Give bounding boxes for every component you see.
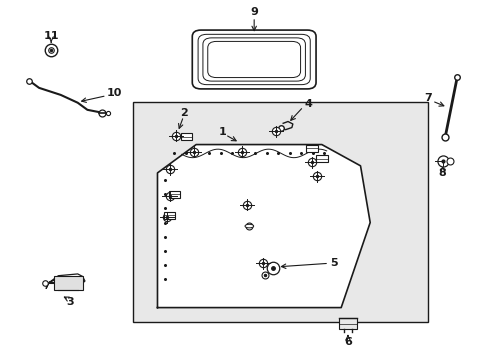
Polygon shape [157,145,369,307]
Ellipse shape [244,224,253,228]
Text: 4: 4 [304,99,312,109]
Bar [338,318,356,329]
Bar [133,102,427,322]
Bar [163,212,175,219]
Bar [306,145,317,152]
Text: 6: 6 [344,337,351,347]
Bar [315,155,327,162]
Text: 9: 9 [250,6,258,17]
Text: 10: 10 [106,88,122,98]
Bar [168,191,180,198]
Text: 5: 5 [329,258,337,268]
Text: 7: 7 [424,94,431,103]
Text: 8: 8 [438,168,446,178]
Text: 1: 1 [219,127,226,137]
Text: 3: 3 [66,297,74,307]
Polygon shape [46,274,85,288]
Bar [180,133,192,140]
Text: 11: 11 [43,31,59,41]
Text: 2: 2 [180,108,187,118]
FancyBboxPatch shape [192,30,315,89]
Bar [53,276,82,290]
